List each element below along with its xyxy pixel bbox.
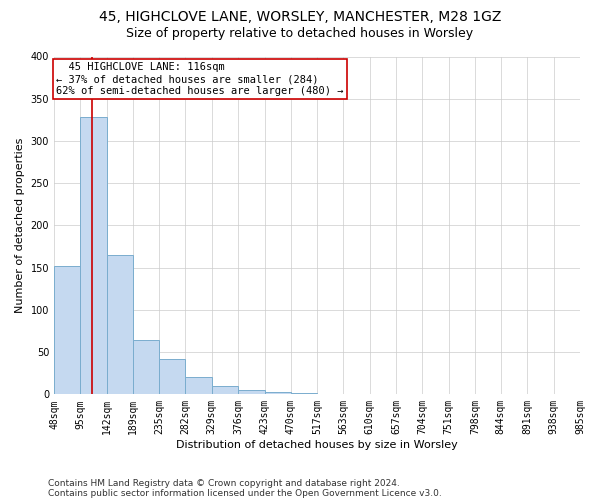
Bar <box>54 266 80 394</box>
Bar <box>238 390 265 394</box>
Text: Contains public sector information licensed under the Open Government Licence v3: Contains public sector information licen… <box>48 488 442 498</box>
X-axis label: Distribution of detached houses by size in Worsley: Distribution of detached houses by size … <box>176 440 458 450</box>
Text: Contains HM Land Registry data © Crown copyright and database right 2024.: Contains HM Land Registry data © Crown c… <box>48 478 400 488</box>
Text: 45, HIGHCLOVE LANE, WORSLEY, MANCHESTER, M28 1GZ: 45, HIGHCLOVE LANE, WORSLEY, MANCHESTER,… <box>99 10 501 24</box>
Bar <box>107 255 133 394</box>
Y-axis label: Number of detached properties: Number of detached properties <box>15 138 25 313</box>
Bar <box>185 378 212 394</box>
Bar <box>265 392 291 394</box>
Text: 45 HIGHCLOVE LANE: 116sqm  
← 37% of detached houses are smaller (284)
62% of se: 45 HIGHCLOVE LANE: 116sqm ← 37% of detac… <box>56 62 344 96</box>
Bar <box>159 359 185 394</box>
Bar <box>80 118 107 394</box>
Bar <box>291 392 317 394</box>
Text: Size of property relative to detached houses in Worsley: Size of property relative to detached ho… <box>127 28 473 40</box>
Bar <box>212 386 238 394</box>
Bar <box>133 340 159 394</box>
